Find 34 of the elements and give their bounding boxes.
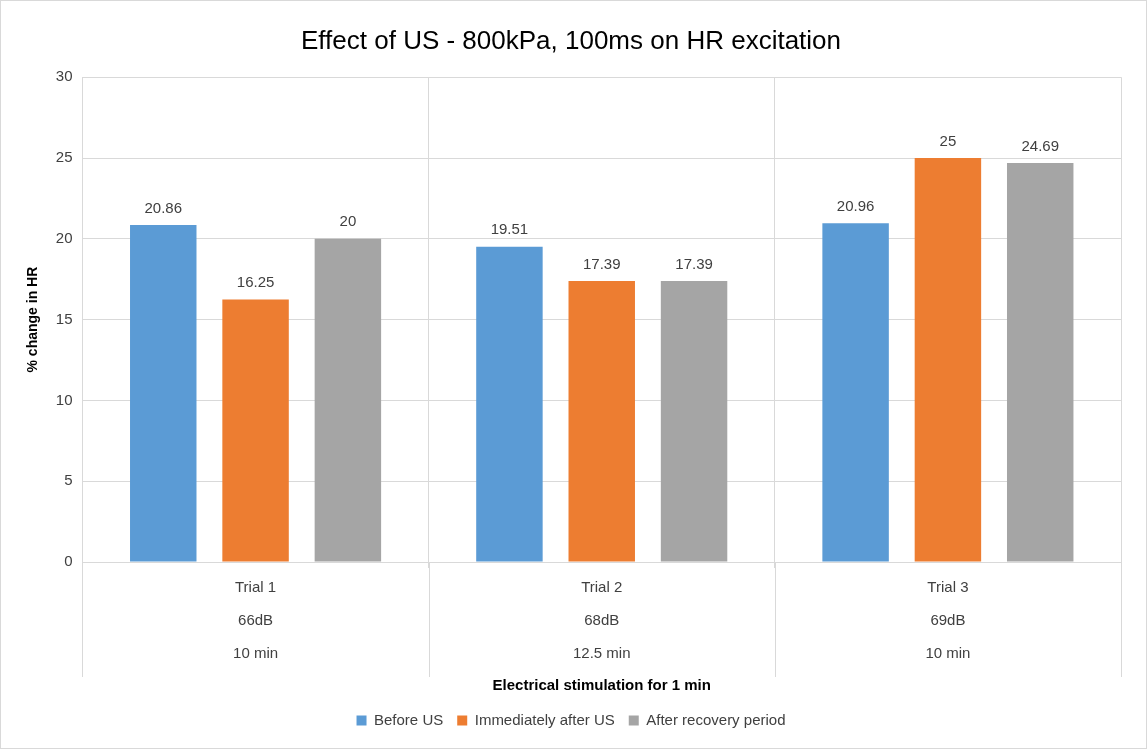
y-tick-label: 20 <box>55 228 73 246</box>
y-tick-label: 0 <box>64 552 73 570</box>
data-label: 16.25 <box>236 273 275 291</box>
bar <box>130 224 197 562</box>
y-tick-label: 25 <box>55 148 73 166</box>
x-tick-label: Trial 3 69dB 10 min <box>925 577 971 661</box>
bar <box>1006 163 1074 562</box>
bar <box>222 299 289 562</box>
legend-label: Before US <box>374 710 444 728</box>
x-tick-label: Trial 1 66dB 10 min <box>233 577 279 661</box>
bar <box>914 158 982 562</box>
chart-title: Effect of US - 800kPa, 100ms on HR excitation <box>300 24 842 55</box>
y-axis-title: % change in HR <box>24 266 41 373</box>
bar <box>822 223 889 562</box>
x-tick-label: Trial 2 68dB 12.5 min <box>572 577 631 661</box>
bar <box>568 280 635 562</box>
data-label: 17.39 <box>582 254 621 272</box>
x-axis-title: Electrical stimulation for 1 min <box>492 676 711 694</box>
data-label: 20 <box>339 212 357 230</box>
legend-label: After recovery period <box>646 710 786 728</box>
bar <box>660 280 728 562</box>
data-label: 20.96 <box>836 196 875 214</box>
data-label: 19.51 <box>490 220 529 238</box>
y-tick-label: 5 <box>64 471 73 489</box>
y-tick-label: 15 <box>55 309 73 327</box>
data-label: 24.69 <box>1021 136 1059 154</box>
y-tick-label: 30 <box>55 67 73 85</box>
bar <box>314 238 382 562</box>
data-label: 25 <box>939 131 957 149</box>
bar <box>476 246 543 562</box>
data-label: 17.39 <box>675 254 713 272</box>
y-tick-label: 10 <box>55 390 73 408</box>
data-label: 20.86 <box>144 198 183 216</box>
legend-label: Immediately after US <box>474 710 615 728</box>
